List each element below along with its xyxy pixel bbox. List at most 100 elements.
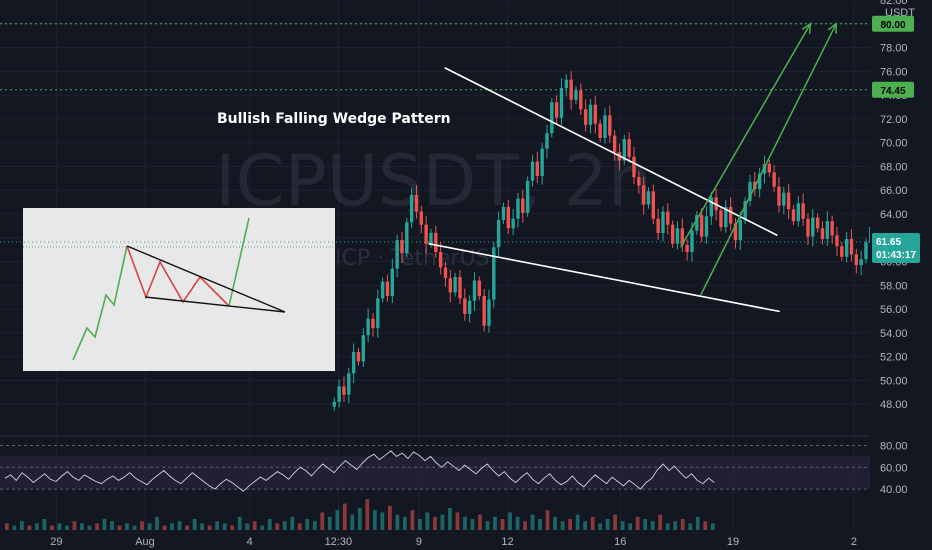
- volume-bar: [207, 525, 212, 530]
- volume-bar: [305, 519, 310, 530]
- candle-body: [511, 218, 515, 229]
- projection-arrowhead: [801, 22, 812, 34]
- candle-body: [767, 164, 771, 173]
- volume-bar: [245, 523, 250, 530]
- candle-body: [738, 219, 742, 241]
- annotation-title: Bullish Falling Wedge Pattern: [217, 111, 451, 127]
- price-tick-label: 76.00: [880, 66, 908, 78]
- volume-bar: [410, 510, 415, 530]
- candle-body: [376, 298, 380, 329]
- candle-body: [719, 210, 723, 228]
- volume-bar: [575, 514, 580, 530]
- candle-body: [337, 386, 341, 402]
- inset-uptrend: [72, 245, 128, 361]
- volume-bar: [590, 516, 595, 530]
- candle-body: [409, 194, 414, 223]
- price-tick-label: 72.00: [880, 114, 908, 126]
- volume-bar: [222, 523, 227, 530]
- candle-body: [685, 244, 689, 253]
- volume-bar: [117, 525, 122, 530]
- candle-body: [709, 197, 713, 217]
- rsi-line: [4, 450, 715, 492]
- candle-body: [366, 318, 370, 336]
- rsi-tick-label: 80.00: [880, 440, 908, 452]
- volume-bar: [673, 521, 678, 530]
- volume-bar: [110, 521, 114, 530]
- candle-body: [661, 211, 665, 234]
- candle-body: [801, 203, 805, 219]
- candle-body: [424, 224, 428, 244]
- wedge-trendline: [428, 242, 780, 313]
- candle-body: [535, 161, 539, 176]
- candle-body: [472, 280, 477, 301]
- candle-body: [405, 222, 409, 254]
- candle-body: [608, 115, 612, 136]
- rsi-panel: [0, 444, 870, 492]
- volume-bar: [665, 523, 670, 530]
- volume-bar: [463, 516, 467, 530]
- candle-body: [641, 185, 646, 205]
- price-levels: [0, 23, 870, 243]
- inset-upper-line: [126, 245, 286, 313]
- candle-body: [724, 206, 728, 228]
- time-tick-label: 16: [614, 536, 626, 548]
- wedge-trendline: [444, 67, 778, 237]
- volume-bar: [162, 525, 167, 530]
- candle-body: [733, 223, 738, 241]
- volume-bar: [282, 521, 287, 530]
- candle-body: [487, 299, 491, 326]
- volume-bar: [448, 508, 452, 530]
- candle-body: [525, 180, 530, 213]
- symbol-watermark-sub: ICP · TetherUS: [335, 246, 490, 271]
- volume-bar: [538, 519, 542, 530]
- volume-bar: [275, 523, 280, 530]
- volume-bar: [192, 519, 197, 530]
- volume-bar: [500, 519, 505, 530]
- candle-body: [864, 242, 868, 260]
- candle-body: [777, 186, 781, 206]
- candle-body: [564, 79, 568, 88]
- candle-body: [540, 148, 544, 176]
- candle-body: [632, 156, 636, 178]
- candle-body: [651, 191, 655, 219]
- candle-body: [656, 218, 660, 234]
- candle-body: [699, 215, 704, 237]
- candle-body: [675, 228, 680, 244]
- volume-bar: [703, 521, 708, 530]
- volume-bar: [365, 499, 370, 530]
- price-tick-label: 54.00: [880, 328, 908, 340]
- candle-body: [583, 109, 588, 125]
- volume-bar: [132, 525, 137, 530]
- volume-bar: [200, 523, 205, 530]
- candle-body: [695, 215, 699, 231]
- inset-background: [23, 208, 335, 371]
- volume-bar: [598, 523, 603, 530]
- drawings: [428, 22, 837, 313]
- candle-body: [438, 252, 443, 268]
- time-axis[interactable]: 29 Aug 4 12:30 9 12 16 19 2: [50, 536, 857, 548]
- candle-body: [550, 102, 554, 134]
- candle-body: [419, 211, 423, 225]
- volume-bar: [80, 523, 84, 530]
- candle-body: [521, 198, 525, 213]
- candle-body: [569, 79, 573, 100]
- inset-breakout: [228, 217, 250, 307]
- volume-bar: [267, 519, 272, 530]
- price-level-badge: [872, 81, 914, 98]
- candle-body: [390, 268, 394, 297]
- volume-bar: [635, 516, 640, 530]
- candle-body: [593, 104, 597, 124]
- price-tick-label: 48.00: [880, 399, 908, 411]
- volume-bar: [620, 521, 625, 530]
- candle-body: [434, 233, 438, 253]
- candle-body: [840, 246, 844, 257]
- projection-arrowhead: [827, 22, 837, 34]
- candle-body: [704, 216, 709, 237]
- volume-bar: [605, 519, 610, 530]
- candle-body: [385, 281, 390, 297]
- price-level-badge-label: 74.45: [880, 86, 905, 97]
- candle-body: [637, 177, 641, 186]
- volume-bar: [433, 516, 437, 530]
- volume-bar: [515, 516, 520, 530]
